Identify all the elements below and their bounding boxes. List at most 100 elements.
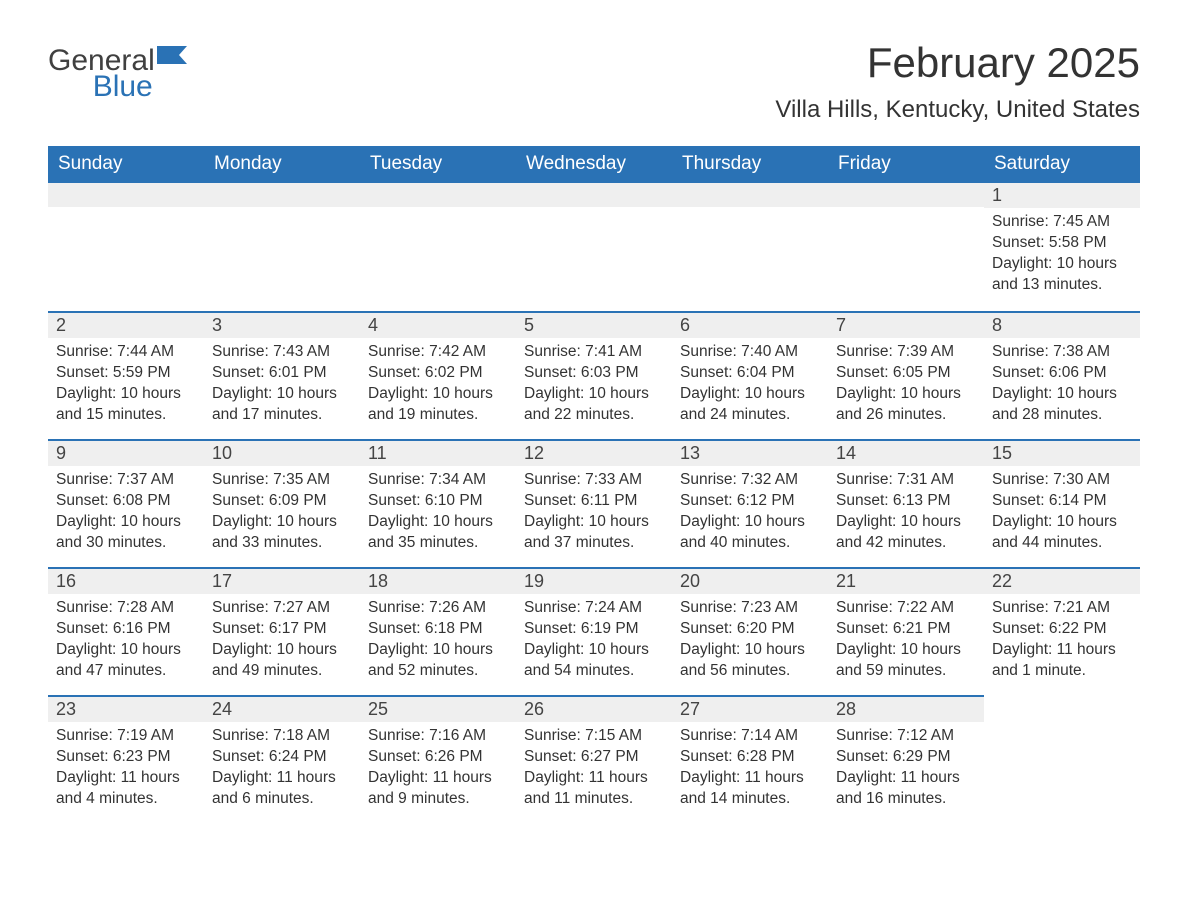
day-content: Sunrise: 7:33 AMSunset: 6:11 PMDaylight:… <box>516 466 672 564</box>
calendar-row: 2Sunrise: 7:44 AMSunset: 5:59 PMDaylight… <box>48 311 1140 439</box>
day-cell: 14Sunrise: 7:31 AMSunset: 6:13 PMDayligh… <box>828 439 984 567</box>
weekday-header: Sunday <box>48 146 204 183</box>
weekday-header: Monday <box>204 146 360 183</box>
empty-day-strip <box>672 183 828 207</box>
day-number: 25 <box>360 695 516 722</box>
calendar-row: 23Sunrise: 7:19 AMSunset: 6:23 PMDayligh… <box>48 695 1140 823</box>
day-cell: 22Sunrise: 7:21 AMSunset: 6:22 PMDayligh… <box>984 567 1140 695</box>
day-cell: 12Sunrise: 7:33 AMSunset: 6:11 PMDayligh… <box>516 439 672 567</box>
day-number: 23 <box>48 695 204 722</box>
day-number: 20 <box>672 567 828 594</box>
empty-day-strip <box>828 183 984 207</box>
empty-day-strip <box>516 183 672 207</box>
calendar-table: SundayMondayTuesdayWednesdayThursdayFrid… <box>48 146 1140 823</box>
day-number: 15 <box>984 439 1140 466</box>
day-content: Sunrise: 7:23 AMSunset: 6:20 PMDaylight:… <box>672 594 828 692</box>
day-content: Sunrise: 7:32 AMSunset: 6:12 PMDaylight:… <box>672 466 828 564</box>
month-title: February 2025 <box>775 40 1140 86</box>
day-cell: 2Sunrise: 7:44 AMSunset: 5:59 PMDaylight… <box>48 311 204 439</box>
day-cell: 13Sunrise: 7:32 AMSunset: 6:12 PMDayligh… <box>672 439 828 567</box>
day-cell: 20Sunrise: 7:23 AMSunset: 6:20 PMDayligh… <box>672 567 828 695</box>
empty-cell <box>204 183 360 311</box>
day-cell: 21Sunrise: 7:22 AMSunset: 6:21 PMDayligh… <box>828 567 984 695</box>
calendar-row: 1Sunrise: 7:45 AMSunset: 5:58 PMDaylight… <box>48 183 1140 311</box>
weekday-header: Saturday <box>984 146 1140 183</box>
day-content: Sunrise: 7:45 AMSunset: 5:58 PMDaylight:… <box>984 208 1140 306</box>
day-number: 9 <box>48 439 204 466</box>
weekday-header: Friday <box>828 146 984 183</box>
day-content: Sunrise: 7:42 AMSunset: 6:02 PMDaylight:… <box>360 338 516 436</box>
day-number: 1 <box>984 183 1140 208</box>
day-content: Sunrise: 7:18 AMSunset: 6:24 PMDaylight:… <box>204 722 360 820</box>
weekday-header: Thursday <box>672 146 828 183</box>
day-content: Sunrise: 7:39 AMSunset: 6:05 PMDaylight:… <box>828 338 984 436</box>
day-content: Sunrise: 7:35 AMSunset: 6:09 PMDaylight:… <box>204 466 360 564</box>
day-number: 6 <box>672 311 828 338</box>
day-cell: 6Sunrise: 7:40 AMSunset: 6:04 PMDaylight… <box>672 311 828 439</box>
day-number: 5 <box>516 311 672 338</box>
day-content: Sunrise: 7:24 AMSunset: 6:19 PMDaylight:… <box>516 594 672 692</box>
day-content: Sunrise: 7:40 AMSunset: 6:04 PMDaylight:… <box>672 338 828 436</box>
day-cell: 27Sunrise: 7:14 AMSunset: 6:28 PMDayligh… <box>672 695 828 823</box>
empty-cell <box>360 183 516 311</box>
day-content: Sunrise: 7:37 AMSunset: 6:08 PMDaylight:… <box>48 466 204 564</box>
empty-cell <box>516 183 672 311</box>
day-number: 26 <box>516 695 672 722</box>
day-content: Sunrise: 7:27 AMSunset: 6:17 PMDaylight:… <box>204 594 360 692</box>
day-number: 21 <box>828 567 984 594</box>
empty-cell <box>828 183 984 311</box>
day-cell: 17Sunrise: 7:27 AMSunset: 6:17 PMDayligh… <box>204 567 360 695</box>
day-cell: 4Sunrise: 7:42 AMSunset: 6:02 PMDaylight… <box>360 311 516 439</box>
logo-flag-icon <box>157 46 191 77</box>
day-cell: 7Sunrise: 7:39 AMSunset: 6:05 PMDaylight… <box>828 311 984 439</box>
calendar-row: 9Sunrise: 7:37 AMSunset: 6:08 PMDaylight… <box>48 439 1140 567</box>
day-cell: 8Sunrise: 7:38 AMSunset: 6:06 PMDaylight… <box>984 311 1140 439</box>
day-number: 19 <box>516 567 672 594</box>
empty-day-strip <box>360 183 516 207</box>
day-content: Sunrise: 7:43 AMSunset: 6:01 PMDaylight:… <box>204 338 360 436</box>
empty-cell <box>672 183 828 311</box>
logo: General Blue <box>48 40 191 102</box>
day-number: 7 <box>828 311 984 338</box>
empty-day-strip <box>204 183 360 207</box>
day-number: 3 <box>204 311 360 338</box>
header: General Blue February 2025 Villa Hills, … <box>48 40 1140 124</box>
logo-text: General Blue <box>48 46 155 102</box>
day-cell: 11Sunrise: 7:34 AMSunset: 6:10 PMDayligh… <box>360 439 516 567</box>
day-cell: 10Sunrise: 7:35 AMSunset: 6:09 PMDayligh… <box>204 439 360 567</box>
day-number: 12 <box>516 439 672 466</box>
day-number: 18 <box>360 567 516 594</box>
day-cell: 28Sunrise: 7:12 AMSunset: 6:29 PMDayligh… <box>828 695 984 823</box>
weekday-header: Tuesday <box>360 146 516 183</box>
title-block: February 2025 Villa Hills, Kentucky, Uni… <box>775 40 1140 124</box>
day-number: 28 <box>828 695 984 722</box>
calendar-body: 1Sunrise: 7:45 AMSunset: 5:58 PMDaylight… <box>48 183 1140 823</box>
day-content: Sunrise: 7:26 AMSunset: 6:18 PMDaylight:… <box>360 594 516 692</box>
day-content: Sunrise: 7:12 AMSunset: 6:29 PMDaylight:… <box>828 722 984 820</box>
empty-day-strip <box>48 183 204 207</box>
day-content: Sunrise: 7:19 AMSunset: 6:23 PMDaylight:… <box>48 722 204 820</box>
day-cell: 26Sunrise: 7:15 AMSunset: 6:27 PMDayligh… <box>516 695 672 823</box>
day-cell: 5Sunrise: 7:41 AMSunset: 6:03 PMDaylight… <box>516 311 672 439</box>
day-cell: 18Sunrise: 7:26 AMSunset: 6:18 PMDayligh… <box>360 567 516 695</box>
day-content: Sunrise: 7:38 AMSunset: 6:06 PMDaylight:… <box>984 338 1140 436</box>
empty-cell <box>984 695 1140 823</box>
empty-cell <box>48 183 204 311</box>
day-number: 2 <box>48 311 204 338</box>
day-cell: 3Sunrise: 7:43 AMSunset: 6:01 PMDaylight… <box>204 311 360 439</box>
day-cell: 25Sunrise: 7:16 AMSunset: 6:26 PMDayligh… <box>360 695 516 823</box>
day-number: 8 <box>984 311 1140 338</box>
day-number: 10 <box>204 439 360 466</box>
day-number: 11 <box>360 439 516 466</box>
calendar-row: 16Sunrise: 7:28 AMSunset: 6:16 PMDayligh… <box>48 567 1140 695</box>
weekday-header: Wednesday <box>516 146 672 183</box>
day-cell: 16Sunrise: 7:28 AMSunset: 6:16 PMDayligh… <box>48 567 204 695</box>
day-number: 4 <box>360 311 516 338</box>
day-content: Sunrise: 7:44 AMSunset: 5:59 PMDaylight:… <box>48 338 204 436</box>
day-content: Sunrise: 7:34 AMSunset: 6:10 PMDaylight:… <box>360 466 516 564</box>
day-number: 14 <box>828 439 984 466</box>
day-cell: 9Sunrise: 7:37 AMSunset: 6:08 PMDaylight… <box>48 439 204 567</box>
day-cell: 23Sunrise: 7:19 AMSunset: 6:23 PMDayligh… <box>48 695 204 823</box>
day-content: Sunrise: 7:15 AMSunset: 6:27 PMDaylight:… <box>516 722 672 820</box>
day-cell: 1Sunrise: 7:45 AMSunset: 5:58 PMDaylight… <box>984 183 1140 311</box>
